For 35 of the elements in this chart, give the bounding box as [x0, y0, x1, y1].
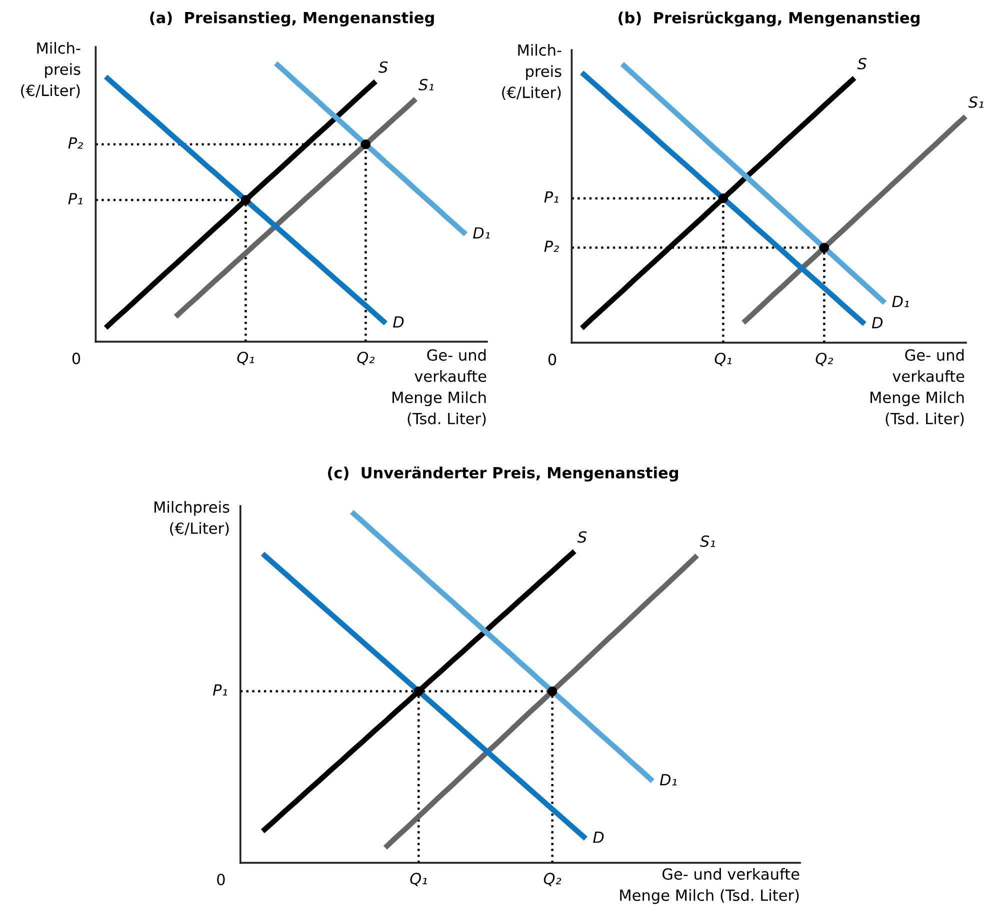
- series-label: D: [593, 832, 604, 843]
- x-tick-label: Q₁: [410, 872, 427, 886]
- series-label: S₁: [700, 535, 715, 547]
- series-label: D: [393, 316, 404, 328]
- series-label: S: [857, 58, 866, 70]
- series-label: P₁: [544, 191, 558, 203]
- x-axis-title: Ge- und verkaufte Menge Milch (Tsd. Liter): [870, 349, 964, 426]
- series-label: S: [577, 531, 587, 543]
- x-tick-label: Q₂: [816, 352, 834, 366]
- x-tick-label: Q₁: [237, 352, 254, 365]
- series-label: D₁: [473, 227, 490, 239]
- series-label: P₂: [68, 137, 83, 149]
- series-label: S₁: [968, 96, 984, 108]
- chart-title: (c) Unveränderter Preis, Mengenanstieg: [328, 466, 678, 482]
- series-label: P₁: [212, 684, 228, 696]
- x-tick-label: Q₂: [357, 352, 375, 365]
- x-tick-label: Q₂: [544, 872, 562, 886]
- y-axis-title: Milch- preis (€/Liter): [502, 44, 562, 100]
- text: 0: [217, 874, 225, 886]
- text: 0: [548, 354, 556, 366]
- series-label: P₂: [544, 240, 559, 252]
- series-label: S₁: [418, 78, 434, 90]
- series-label: S: [378, 61, 388, 73]
- series-label: D: [872, 317, 883, 328]
- series-label: D₁: [892, 296, 909, 308]
- x-axis-title: Ge- und verkaufte Menge Milch (Tsd. Liter): [392, 349, 486, 426]
- chart-title: (b) Preisrückgang, Mengenanstieg: [618, 11, 920, 27]
- chart-title: (a) Preisanstieg, Mengenanstieg: [150, 12, 434, 26]
- series-label: D₁: [660, 774, 677, 786]
- series-label: P₁: [68, 193, 82, 204]
- x-tick-label: Q₁: [714, 352, 732, 366]
- x-axis-title: Ge- und verkaufte Menge Milch (Tsd. Liter): [620, 868, 800, 904]
- y-axis-title: Milchpreis (€/Liter): [154, 501, 230, 536]
- text: 0: [72, 352, 80, 364]
- y-axis-title: Milch- preis (€/Liter): [21, 42, 80, 98]
